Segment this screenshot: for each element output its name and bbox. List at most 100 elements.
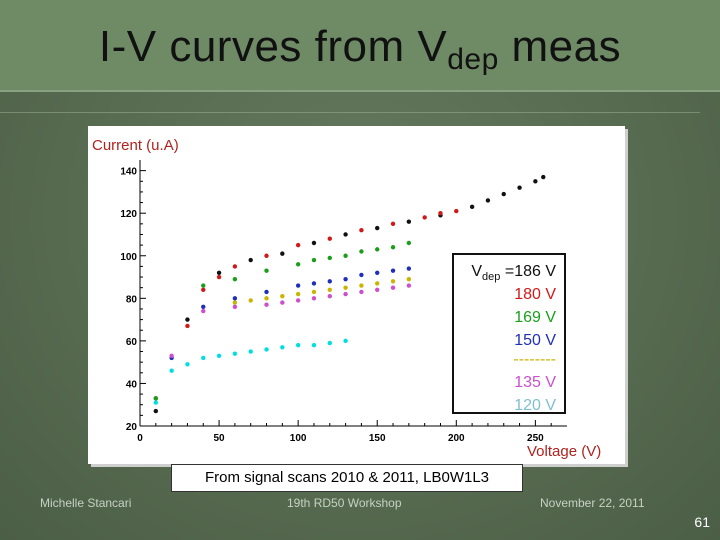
data-point-series-4: [280, 293, 285, 299]
data-point-series-6: [327, 340, 332, 346]
data-point-series-1: [264, 253, 269, 258]
data-point-series-2: [201, 283, 206, 288]
title-main: I-V curves from V: [98, 22, 448, 71]
title-subscript: dep: [447, 43, 499, 76]
data-point-series-2: [264, 268, 269, 273]
data-point-series-2: [359, 249, 364, 254]
data-point-series-0: [153, 408, 159, 414]
data-point-series-3: [311, 281, 317, 286]
data-point-series-4: [343, 285, 348, 290]
data-point-series-5: [390, 285, 396, 290]
y-tick-label: 60: [126, 337, 138, 348]
data-point-series-6: [280, 345, 285, 350]
data-point-series-3: [359, 272, 364, 278]
y-tick-label: 40: [126, 379, 138, 390]
data-point-series-5: [280, 300, 285, 305]
data-point-series-2: [311, 257, 317, 263]
data-point-series-2: [406, 240, 412, 246]
y-tick-label: 80: [126, 294, 138, 305]
data-point-series-6: [169, 368, 174, 373]
data-point-series-4: [359, 283, 364, 288]
data-point-series-6: [311, 342, 317, 348]
data-point-series-1: [232, 264, 238, 269]
title-end: meas: [498, 22, 622, 71]
data-point-series-6: [153, 400, 159, 405]
data-point-series-3: [343, 276, 348, 282]
legend-entry-135: 135 V: [514, 374, 556, 391]
data-point-series-1: [454, 208, 459, 214]
x-tick-label: 200: [448, 433, 465, 444]
data-point-series-1: [359, 228, 364, 233]
x-tick-label: 50: [214, 433, 226, 444]
data-point-series-3: [201, 304, 206, 310]
x-axis-label: Voltage (V): [527, 443, 602, 460]
data-point-series-4: [406, 276, 412, 282]
legend-entry-120: 120 V: [514, 397, 556, 414]
data-point-series-0: [311, 240, 317, 246]
data-point-series-0: [501, 191, 506, 197]
y-tick-label: 100: [120, 252, 137, 263]
data-point-series-4: [311, 289, 317, 295]
data-point-series-1: [201, 287, 206, 293]
data-point-series-1: [390, 221, 396, 227]
data-point-series-4: [375, 281, 380, 286]
data-point-series-0: [533, 179, 538, 184]
data-point-series-5: [264, 302, 269, 307]
data-point-series-3: [406, 266, 412, 271]
legend-entry-dashes: --------: [513, 351, 556, 368]
data-point-series-3: [327, 279, 332, 284]
data-point-series-3: [232, 296, 238, 301]
data-point-series-1: [422, 215, 427, 220]
data-point-series-4: [264, 296, 269, 301]
data-point-series-1: [216, 274, 222, 280]
data-point-series-2: [153, 396, 159, 401]
data-point-series-5: [169, 353, 174, 358]
data-point-series-6: [201, 355, 206, 361]
data-point-series-2: [327, 255, 332, 261]
data-point-series-0: [280, 251, 285, 256]
data-point-series-1: [185, 323, 190, 329]
data-point-series-2: [232, 276, 238, 282]
data-point-series-5: [311, 296, 317, 301]
points-group: [153, 174, 546, 414]
y-tick-label: 120: [120, 209, 137, 220]
data-point-series-0: [541, 174, 546, 180]
data-point-series-1: [295, 242, 301, 248]
footer-author: Michelle Stancari: [40, 496, 132, 510]
caption-box: From signal scans 2010 & 2011, LB0W1L3: [171, 464, 523, 492]
legend-dep: dep: [482, 271, 501, 283]
data-point-series-2: [390, 245, 396, 250]
data-point-series-6: [343, 338, 348, 344]
legend-entry-186: Vdep =186 V: [471, 263, 556, 283]
x-tick-label: 0: [137, 433, 143, 444]
page-number: 61: [694, 514, 710, 530]
data-point-series-3: [375, 270, 380, 275]
legend: Vdep =186 V 180 V 169 V 150 V -------- 1…: [452, 253, 566, 414]
data-point-series-0: [216, 270, 222, 275]
data-point-series-5: [359, 289, 364, 295]
slide-title: I-V curves from Vdep meas: [0, 22, 720, 77]
data-point-series-6: [232, 351, 238, 356]
data-point-series-5: [295, 298, 301, 303]
x-tick-label: 150: [369, 433, 386, 444]
title-band: [0, 0, 720, 92]
data-point-series-4: [327, 287, 332, 293]
data-point-series-1: [327, 236, 332, 241]
divider: [0, 112, 700, 113]
data-point-series-5: [406, 283, 412, 288]
y-tick-label: 140: [120, 167, 137, 178]
footer-date: November 22, 2011: [540, 496, 645, 510]
axes-group: 0 50 100 150 200 250 20 40 60 80 100 120 140: [120, 160, 567, 444]
data-point-series-0: [375, 225, 380, 231]
x-tick-label: 250: [527, 433, 544, 444]
y-axis-label: Current (u.A): [92, 137, 179, 154]
data-point-series-3: [390, 268, 396, 273]
data-point-series-0: [406, 219, 412, 224]
data-point-series-0: [469, 204, 475, 210]
x-tick-label: 100: [290, 433, 307, 444]
data-point-series-2: [343, 253, 348, 258]
legend-v: V: [471, 263, 483, 280]
data-point-series-5: [201, 308, 206, 314]
data-point-series-1: [438, 211, 443, 216]
